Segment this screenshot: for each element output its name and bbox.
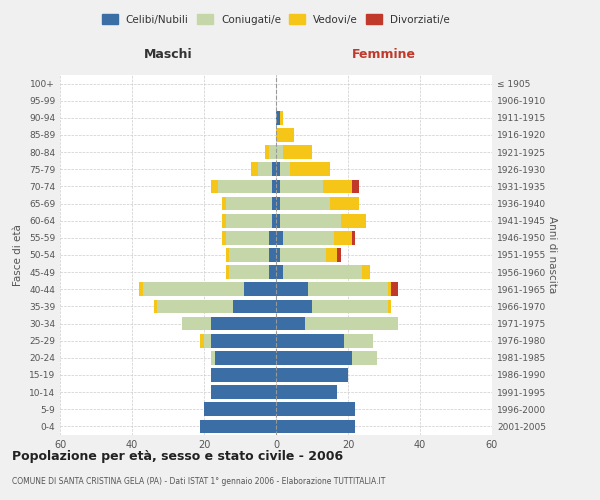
Bar — [352, 180, 359, 194]
Bar — [200, 420, 276, 434]
Bar — [229, 266, 269, 279]
Bar — [352, 231, 355, 244]
Bar — [276, 196, 280, 210]
Bar — [276, 351, 352, 364]
Bar — [272, 214, 276, 228]
Legend: Celibi/Nubili, Coniugati/e, Vedovi/e, Divorziati/e: Celibi/Nubili, Coniugati/e, Vedovi/e, Di… — [98, 10, 454, 29]
Bar — [272, 180, 276, 194]
Bar — [337, 248, 341, 262]
Bar — [211, 368, 276, 382]
Bar — [226, 196, 272, 210]
Text: COMUNE DI SANTA CRISTINA GELA (PA) - Dati ISTAT 1° gennaio 2006 - Elaborazione T: COMUNE DI SANTA CRISTINA GELA (PA) - Dat… — [12, 478, 385, 486]
Bar — [280, 196, 330, 210]
Bar — [276, 282, 308, 296]
Bar — [276, 111, 280, 124]
Bar — [143, 282, 244, 296]
Bar — [276, 146, 283, 159]
Bar — [204, 402, 276, 416]
Bar — [334, 231, 352, 244]
Bar — [211, 316, 276, 330]
Bar — [244, 282, 276, 296]
Bar — [226, 214, 272, 228]
Bar — [283, 266, 362, 279]
Bar — [229, 248, 269, 262]
Bar — [280, 162, 290, 176]
Bar — [276, 334, 344, 347]
Bar — [154, 300, 157, 314]
Bar — [344, 334, 373, 347]
Bar — [222, 196, 226, 210]
Bar — [312, 300, 388, 314]
Y-axis label: Anni di nascita: Anni di nascita — [547, 216, 557, 294]
Bar — [204, 334, 211, 347]
Bar — [352, 351, 377, 364]
Bar — [276, 231, 283, 244]
Bar — [276, 162, 280, 176]
Bar — [330, 196, 359, 210]
Bar — [326, 248, 337, 262]
Bar — [388, 282, 391, 296]
Bar — [283, 231, 334, 244]
Bar — [211, 180, 218, 194]
Bar — [258, 162, 272, 176]
Bar — [222, 231, 226, 244]
Bar — [269, 248, 276, 262]
Bar — [305, 316, 398, 330]
Bar — [251, 162, 258, 176]
Bar — [391, 282, 398, 296]
Bar — [269, 231, 276, 244]
Bar — [276, 402, 355, 416]
Bar — [157, 300, 233, 314]
Bar — [290, 162, 330, 176]
Bar — [272, 196, 276, 210]
Bar — [276, 248, 280, 262]
Bar — [276, 316, 305, 330]
Bar — [265, 146, 269, 159]
Bar — [276, 266, 283, 279]
Bar — [211, 386, 276, 399]
Bar — [276, 368, 348, 382]
Text: Maschi: Maschi — [143, 48, 193, 62]
Bar — [341, 214, 366, 228]
Bar — [308, 282, 388, 296]
Bar — [323, 180, 352, 194]
Bar — [200, 334, 204, 347]
Bar — [276, 180, 280, 194]
Bar — [233, 300, 276, 314]
Bar — [283, 146, 312, 159]
Bar — [211, 351, 215, 364]
Text: Femmine: Femmine — [352, 48, 416, 62]
Bar — [211, 334, 276, 347]
Bar — [362, 266, 370, 279]
Bar — [276, 214, 280, 228]
Bar — [276, 386, 337, 399]
Bar — [182, 316, 211, 330]
Bar — [280, 111, 283, 124]
Bar — [280, 214, 341, 228]
Bar — [276, 300, 312, 314]
Text: Popolazione per età, sesso e stato civile - 2006: Popolazione per età, sesso e stato civil… — [12, 450, 343, 463]
Bar — [280, 180, 323, 194]
Y-axis label: Fasce di età: Fasce di età — [13, 224, 23, 286]
Bar — [226, 231, 269, 244]
Bar — [218, 180, 272, 194]
Bar — [139, 282, 143, 296]
Bar — [226, 248, 229, 262]
Bar — [269, 266, 276, 279]
Bar — [226, 266, 229, 279]
Bar — [388, 300, 391, 314]
Bar — [272, 162, 276, 176]
Bar — [269, 146, 276, 159]
Bar — [280, 248, 326, 262]
Bar — [276, 420, 355, 434]
Bar — [215, 351, 276, 364]
Bar — [222, 214, 226, 228]
Bar — [276, 128, 294, 142]
